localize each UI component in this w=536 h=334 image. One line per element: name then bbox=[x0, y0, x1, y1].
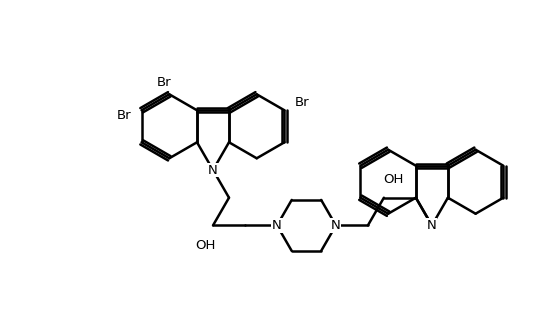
Text: Br: Br bbox=[295, 96, 310, 109]
Text: OH: OH bbox=[384, 173, 404, 186]
Text: OH: OH bbox=[195, 239, 215, 252]
Text: N: N bbox=[208, 164, 218, 176]
Text: Br: Br bbox=[157, 76, 172, 89]
Text: N: N bbox=[331, 219, 341, 232]
Text: N: N bbox=[427, 219, 437, 232]
Text: N: N bbox=[272, 219, 282, 232]
Text: Br: Br bbox=[116, 109, 131, 122]
